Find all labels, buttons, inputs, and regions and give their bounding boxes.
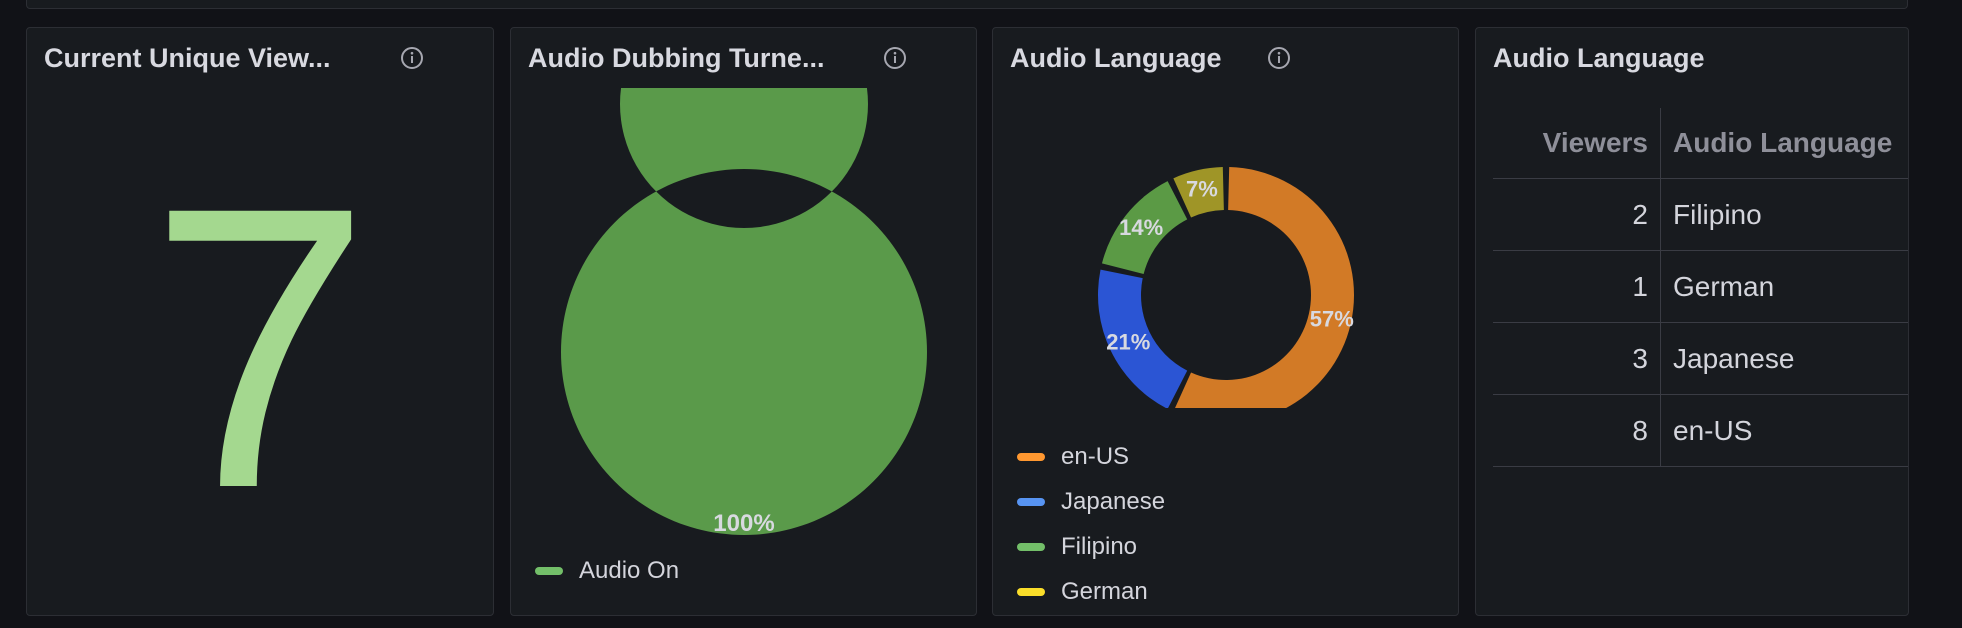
cell-viewers: 1 <box>1493 250 1661 323</box>
cell-viewers: 2 <box>1493 178 1661 251</box>
legend-item[interactable]: Audio On <box>535 548 679 593</box>
audio-dubbing-panel[interactable]: Audio Dubbing Turne... 100% Audio On <box>510 27 977 616</box>
legend-label: Japanese <box>1061 487 1166 515</box>
info-icon[interactable] <box>400 46 424 70</box>
audio-dubbing-donut-chart: 100% <box>561 88 927 537</box>
table-row: 3 Japanese <box>1493 322 1908 395</box>
table-row: 2 Filipino <box>1493 178 1908 251</box>
cell-viewers: 3 <box>1493 322 1661 395</box>
cell-audio-language: Japanese <box>1660 322 1908 395</box>
slice-label: 21% <box>1106 330 1150 355</box>
panel-title: Current Unique View... <box>44 42 331 73</box>
cell-audio-language: Filipino <box>1660 178 1908 251</box>
legend-swatch <box>1017 542 1045 551</box>
legend: en-US Japanese Filipino German <box>1017 434 1165 614</box>
slice-label: 7% <box>1186 177 1218 202</box>
table-row: 1 German <box>1493 250 1908 323</box>
audio-language-donut-chart: 57% 21% 14% 7% <box>1098 167 1354 408</box>
info-icon[interactable] <box>883 46 907 70</box>
cell-viewers: 8 <box>1493 394 1661 467</box>
legend-swatch <box>535 566 563 575</box>
unique-viewers-panel[interactable]: Current Unique View... 7 <box>26 27 494 616</box>
legend-swatch <box>1017 452 1045 461</box>
panel-title: Audio Language <box>1493 42 1705 73</box>
panel-title: Audio Language <box>1010 42 1222 73</box>
legend-label: German <box>1061 577 1148 605</box>
pie-slice-german[interactable] <box>1173 167 1224 218</box>
pie-slice-en-us[interactable] <box>1173 167 1354 408</box>
column-header-viewers[interactable]: Viewers <box>1493 108 1661 179</box>
slice-label: 57% <box>1310 307 1354 332</box>
audio-language-table: Viewers Audio Language 2 Filipino 1 German 3… <box>1493 108 1908 467</box>
pie-slice-filipino[interactable] <box>1101 181 1188 275</box>
pie-slice-audio-on[interactable] <box>561 88 927 535</box>
legend-item[interactable]: German <box>1017 569 1165 614</box>
info-icon[interactable] <box>1267 46 1291 70</box>
legend-swatch <box>1017 587 1045 596</box>
slice-label: 100% <box>713 510 774 537</box>
legend-label: Audio On <box>579 556 680 584</box>
panel-title: Audio Dubbing Turne... <box>528 42 825 73</box>
legend-swatch <box>1017 497 1045 506</box>
stat-value: 7 <box>148 124 372 571</box>
column-header-audio-language[interactable]: Audio Language <box>1660 108 1908 179</box>
slice-label: 14% <box>1119 215 1163 240</box>
previous-row-strip <box>26 0 1908 9</box>
legend-label: en-US <box>1061 442 1130 470</box>
pie-slice-japanese[interactable] <box>1098 269 1188 408</box>
legend-item[interactable]: en-US <box>1017 434 1165 479</box>
table-header-row: Viewers Audio Language <box>1493 108 1908 179</box>
legend-item[interactable]: Filipino <box>1017 524 1165 569</box>
legend-item[interactable]: Japanese <box>1017 479 1165 524</box>
table-row: 8 en-US <box>1493 394 1908 467</box>
legend: Audio On <box>535 548 679 593</box>
cell-audio-language: German <box>1660 250 1908 323</box>
legend-label: Filipino <box>1061 532 1138 560</box>
cell-audio-language: en-US <box>1660 394 1908 467</box>
audio-language-pie-panel[interactable]: Audio Language 57% 21% 14% 7% en-US Japanese… <box>992 27 1459 616</box>
